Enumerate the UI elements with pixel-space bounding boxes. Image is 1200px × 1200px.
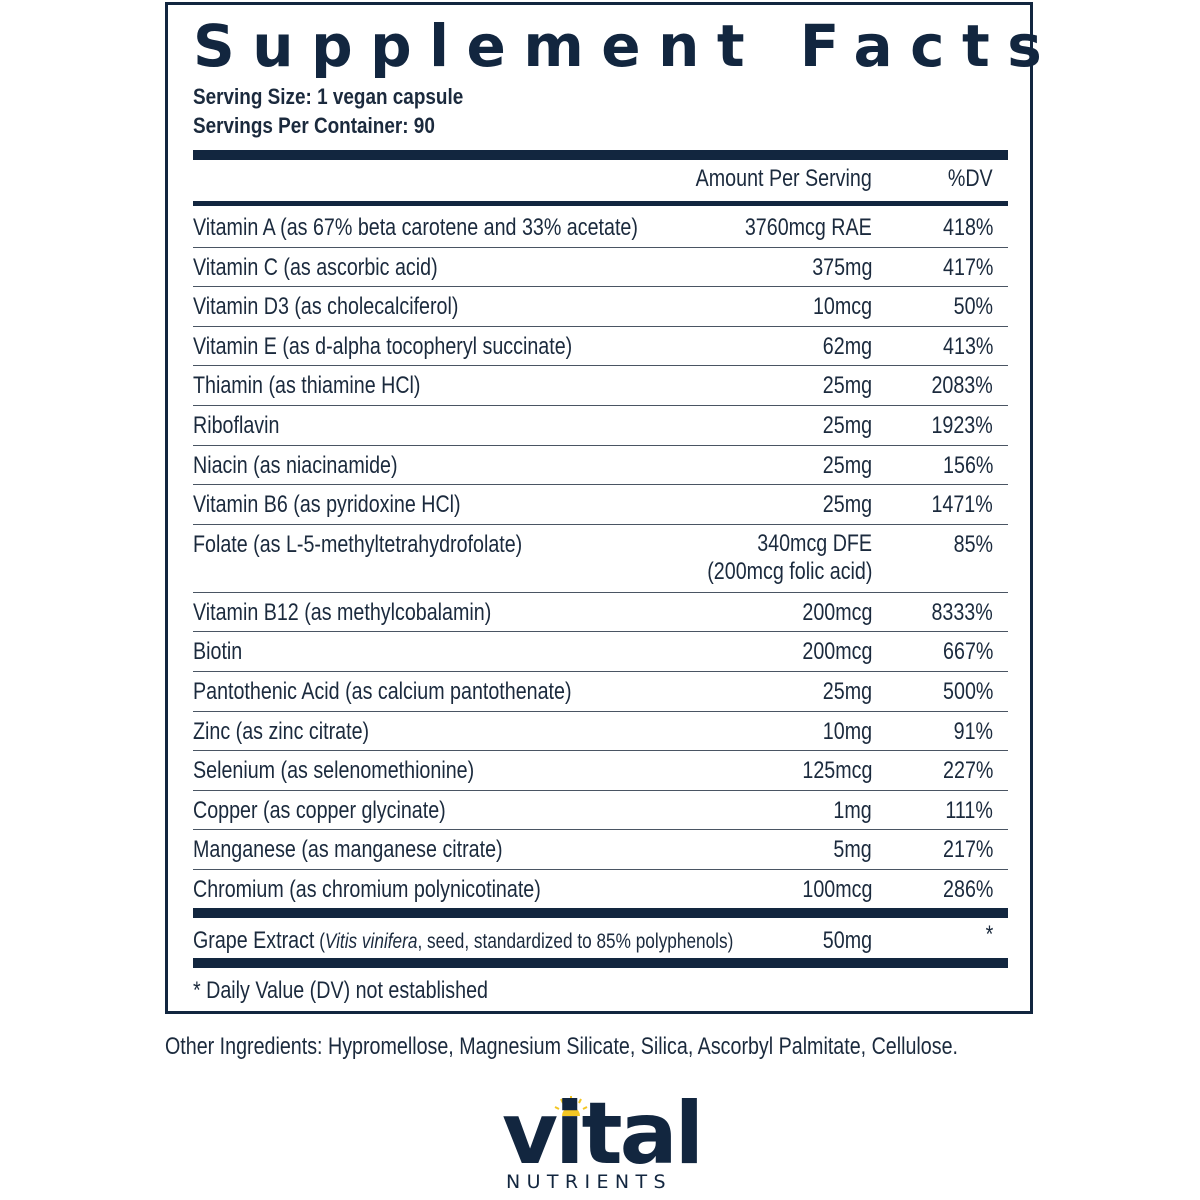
divider-header (193, 201, 1008, 206)
nutrient-amount: 100mcg (801, 875, 872, 903)
nutrient-name: Folate (as L-5-methyltetrahydrofolate) (193, 530, 523, 558)
nutrient-dv: 418% (942, 214, 993, 241)
table-row: Vitamin B6 (as pyridoxine HCl) 25mg 1471… (193, 485, 1008, 525)
nutrient-dv: 1923% (931, 411, 993, 439)
nutrient-dv: 156% (942, 451, 993, 479)
nutrient-amount: 375mg (811, 253, 872, 281)
table-row: Zinc (as zinc citrate) 10mg 91% (193, 712, 1008, 752)
nutrient-name: Niacin (as niacinamide) (193, 451, 398, 479)
divider-thick-vitamins-end (193, 908, 1008, 918)
brand-subtitle: NUTRIENTS (506, 1171, 673, 1193)
nutrient-amount: 125mcg (801, 757, 872, 785)
nutrient-dv: 50% (953, 293, 993, 321)
table-header: Amount Per Serving %DV (193, 163, 1008, 203)
table-row-grape-extract: Grape Extract (Vitis vinifera, seed, sta… (193, 921, 1008, 960)
nutrient-amount: 340mcg DFE (757, 529, 872, 557)
divider-thick-bottom (193, 958, 1008, 968)
nutrient-amount: 25mg (822, 677, 872, 705)
nutrient-amount: 25mg (822, 372, 872, 400)
sun-icon (554, 1096, 588, 1116)
table-row: Copper (as copper glycinate) 1mg 111% (193, 791, 1008, 831)
nutrient-name: Vitamin E (as d-alpha tocopheryl succina… (193, 332, 573, 360)
nutrient-name: Vitamin D3 (as cholecalciferol) (193, 293, 459, 321)
nutrient-amount: 50mg (822, 927, 872, 954)
nutrient-amount: 1mg (833, 796, 872, 824)
table-row: Vitamin C (as ascorbic acid) 375mg 417% (193, 248, 1008, 288)
serving-size: Serving Size: 1 vegan capsule (193, 84, 464, 109)
nutrient-amount: 5mg (833, 836, 872, 864)
table-row: Biotin 200mcg 667% (193, 632, 1008, 672)
nutrient-name: Thiamin (as thiamine HCl) (193, 372, 421, 400)
table-row: Vitamin E (as d-alpha tocopheryl succina… (193, 327, 1008, 367)
nutrient-dv: 286% (942, 875, 993, 903)
nutrient-name: Copper (as copper glycinate) (193, 796, 446, 824)
nutrient-name: Riboflavin (193, 411, 280, 439)
nutrient-name: Biotin (193, 638, 243, 666)
dv-label: %DV (948, 165, 993, 192)
table-row: Vitamin A (as 67% beta carotene and 33% … (193, 208, 1008, 248)
nutrient-name: Grape Extract (193, 927, 315, 954)
nutrient-dv: 417% (942, 253, 993, 281)
nutrient-dv: 217% (942, 836, 993, 864)
panel-title: Supplement Facts (193, 12, 1060, 80)
table-row: Selenium (as selenomethionine) 125mcg 22… (193, 751, 1008, 791)
table-row: Thiamin (as thiamine HCl) 25mg 2083% (193, 366, 1008, 406)
nutrient-name: Manganese (as manganese citrate) (193, 836, 503, 864)
nutrient-amount: 10mg (822, 717, 872, 745)
table-row: Niacin (as niacinamide) 25mg 156% (193, 446, 1008, 486)
nutrient-dv: 413% (942, 332, 993, 360)
brand-logo: vital NUTRIENTS (500, 1084, 704, 1200)
other-ingredients: Other Ingredients: Hypromellose, Magnesi… (165, 1033, 959, 1060)
latin-name: Vitis vinifera (324, 930, 418, 953)
nutrient-amount: 62mg (822, 332, 872, 360)
nutrient-dv: 111% (945, 796, 993, 824)
nutrient-amount: 10mcg (812, 293, 872, 321)
supplement-facts-panel: Supplement Facts Serving Size: 1 vegan c… (165, 2, 1042, 1014)
divider-thick-top (193, 150, 1008, 160)
table-row: Pantothenic Acid (as calcium pantothenat… (193, 672, 1008, 712)
table-row: Folate (as L-5-methyltetrahydrofolate) 3… (193, 525, 1008, 593)
nutrient-amount: 25mg (822, 411, 872, 439)
nutrient-amount: 25mg (822, 491, 872, 519)
footnote: * Daily Value (DV) not established (193, 977, 488, 1004)
nutrient-name: Chromium (as chromium polynicotinate) (193, 875, 541, 903)
nutrient-table: Vitamin A (as 67% beta carotene and 33% … (193, 208, 1008, 910)
nutrient-dv: 227% (942, 757, 993, 785)
nutrient-amount: 200mcg (801, 598, 872, 626)
amount-per-serving-label: Amount Per Serving (695, 165, 872, 192)
table-row: Riboflavin 25mg 1923% (193, 406, 1008, 446)
table-row: Manganese (as manganese citrate) 5mg 217… (193, 830, 1008, 870)
nutrient-dv: 1471% (931, 491, 993, 519)
nutrient-dv: 91% (953, 717, 993, 745)
nutrient-amount: 200mcg (801, 638, 872, 666)
nutrient-dv: 85% (953, 530, 993, 558)
nutrient-name: Vitamin B6 (as pyridoxine HCl) (193, 491, 461, 519)
nutrient-name: Vitamin A (as 67% beta carotene and 33% … (193, 214, 638, 241)
nutrient-amount: 3760mcg RAE (745, 214, 872, 241)
nutrient-name: Selenium (as selenomethionine) (193, 757, 475, 785)
nutrient-name: Vitamin B12 (as methylcobalamin) (193, 598, 492, 626)
nutrient-dv: 2083% (931, 372, 993, 400)
nutrient-dv: * (985, 921, 993, 948)
nutrient-name: Pantothenic Acid (as calcium pantothenat… (193, 677, 572, 705)
brand-name: vital (502, 1084, 704, 1184)
nutrient-detail: , seed, standardized to 85% polyphenols) (417, 930, 734, 953)
table-row: Vitamin D3 (as cholecalciferol) 10mcg 50… (193, 287, 1008, 327)
servings-per-container: Servings Per Container: 90 (193, 113, 435, 138)
nutrient-dv: 500% (942, 677, 993, 705)
table-row: Chromium (as chromium polynicotinate) 10… (193, 870, 1008, 910)
nutrient-name: Zinc (as zinc citrate) (193, 717, 370, 745)
nutrient-name: Vitamin C (as ascorbic acid) (193, 253, 438, 281)
nutrient-amount-note: (200mcg folic acid) (706, 557, 872, 585)
nutrient-amount: 25mg (822, 451, 872, 479)
nutrient-dv: 667% (942, 638, 993, 666)
table-row: Vitamin B12 (as methylcobalamin) 200mcg … (193, 593, 1008, 633)
nutrient-dv: 8333% (931, 598, 993, 626)
